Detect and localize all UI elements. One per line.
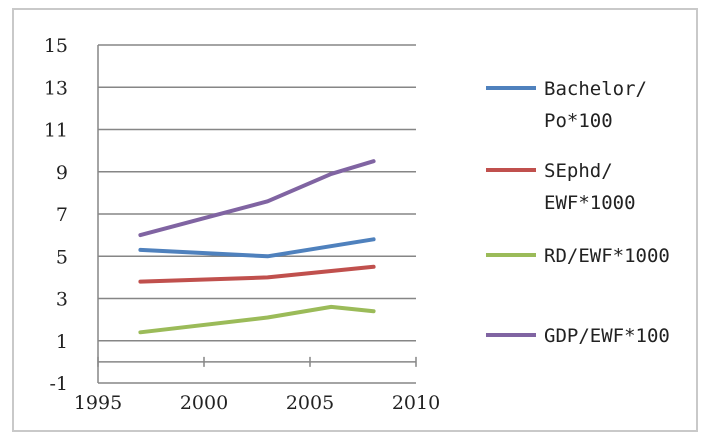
y-tick-label: 11 xyxy=(44,120,68,142)
legend-label-3: RD/EWF*1000 xyxy=(544,245,670,267)
series-line-4 xyxy=(138,159,376,238)
legend-label-4: GDP/EWF*100 xyxy=(544,325,670,347)
y-tick-label: 1 xyxy=(56,331,68,353)
x-tick-label: 2005 xyxy=(286,392,334,414)
x-tick-label: 1995 xyxy=(74,392,122,414)
y-tick-label: 13 xyxy=(44,77,68,99)
series-line-1 xyxy=(138,237,376,259)
legend-label-2: EWF*1000 xyxy=(544,192,636,214)
y-tick-label: 9 xyxy=(56,162,68,184)
legend-label-1: Bachelor/ xyxy=(544,78,647,100)
legend-label-2: SEphd/ xyxy=(544,160,613,182)
x-tick-label: 2000 xyxy=(180,392,228,414)
series-line-3 xyxy=(138,304,376,335)
y-tick-label: 7 xyxy=(56,204,68,226)
y-tick-label: 15 xyxy=(44,35,68,57)
series-line-2 xyxy=(138,264,376,284)
y-tick-label: -1 xyxy=(49,373,68,395)
legend-label-1: Po*100 xyxy=(544,110,613,132)
y-tick-label: 5 xyxy=(56,246,68,268)
y-tick-label: 3 xyxy=(56,289,68,311)
x-tick-label: 2010 xyxy=(392,392,440,414)
